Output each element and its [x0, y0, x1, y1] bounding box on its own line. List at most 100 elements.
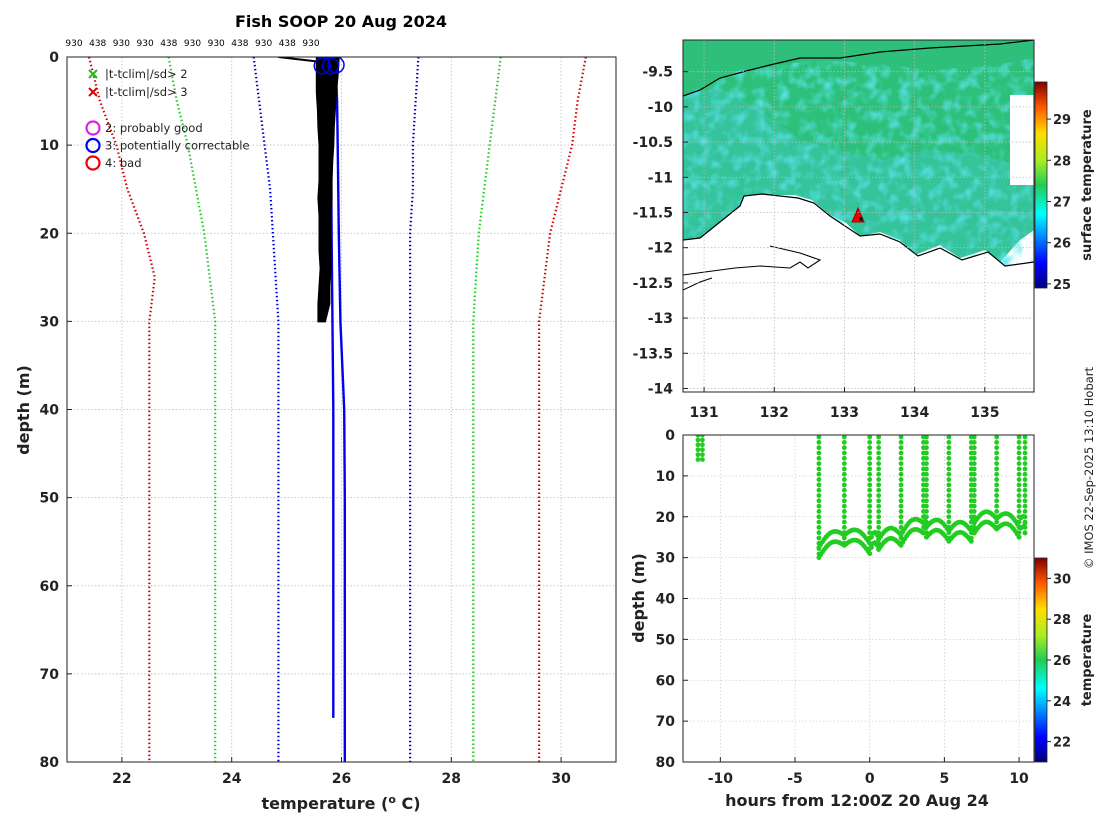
map-x-tick-labels: 131 132 133 134 135: [689, 387, 999, 421]
legend-x-marker: [88, 69, 98, 79]
section-colorbar: [1034, 557, 1048, 763]
section-data-point: [867, 435, 873, 440]
section-data-point: [876, 509, 882, 514]
land-south: [683, 194, 1034, 392]
section-data-point: [876, 461, 882, 467]
map-y-tick-labels: -9.5 -10 -10.5 -11 -11.5 -12 -12.5 -13 -13.5 -14: [633, 65, 688, 397]
section-data-point: [946, 435, 952, 440]
flag-circle-marker: [321, 57, 340, 75]
section-data-point: [1016, 435, 1022, 440]
section-data-point: [841, 471, 847, 477]
y-tick-label: 40: [40, 403, 60, 419]
section-data-point: [816, 519, 822, 525]
section-points: [695, 435, 1028, 561]
section-data-point: [898, 493, 904, 498]
section-data-point: [1016, 445, 1022, 451]
section-data-point: [869, 545, 874, 550]
section-data-point: [867, 503, 873, 509]
section-data-point: [816, 461, 822, 467]
section-data-point: [946, 450, 952, 456]
legend-x-marker: [88, 87, 98, 97]
section-data-point: [867, 455, 873, 461]
section-data-point: [924, 503, 929, 509]
section-y-tick-label: 40: [656, 592, 676, 608]
section-data-point: [924, 461, 929, 467]
section-data-point: [700, 452, 705, 458]
section-data-point: [874, 542, 880, 548]
section-data-point: [946, 482, 952, 488]
section-data-point: [841, 466, 847, 472]
section-data-point: [841, 439, 847, 445]
section-data-point: [1016, 477, 1022, 482]
map-colorbar: [1034, 81, 1048, 289]
section-data-point: [841, 509, 847, 514]
section-x-tick-label: 5: [940, 771, 950, 787]
section-data-point: [971, 455, 977, 461]
section-data-point: [1022, 450, 1028, 456]
section-data-point: [816, 466, 822, 472]
section-data-point: [994, 498, 1000, 504]
section-data-point: [869, 534, 874, 540]
section-data-point: [816, 445, 822, 451]
x-tick-label: 22: [112, 771, 131, 787]
section-data-point: [876, 493, 882, 498]
map-colorbar-tick-label: 29: [1053, 113, 1071, 128]
section-data-point: [946, 514, 952, 520]
x-tick-label: 30: [551, 771, 571, 787]
section-x-tick-label: 10: [1009, 771, 1029, 787]
section-data-point: [841, 524, 847, 530]
map-y-tick-label: -10: [648, 100, 674, 116]
section-data-point: [898, 509, 904, 514]
map-y-tick-label: -11: [648, 170, 673, 186]
section-data-point: [876, 439, 882, 445]
section-data-point: [867, 445, 873, 451]
section-data-point: [994, 445, 1000, 451]
section-data-point: [971, 503, 977, 509]
section-data-point: [924, 482, 929, 488]
section-x-tick-labels: -10 -5 0 5 10: [708, 757, 1029, 787]
section-y-tick-label: 20: [656, 510, 676, 526]
section-data-point: [816, 498, 822, 504]
map-colorbar-tick-label: 26: [1053, 237, 1071, 252]
section-colorbar-tick-label: 24: [1053, 695, 1071, 710]
section-data-point: [898, 482, 904, 488]
section-data-point: [876, 435, 882, 440]
section-data-point: [695, 442, 701, 448]
section-data-point: [876, 524, 882, 530]
section-data-point: [946, 487, 952, 493]
x-tick-label: 26: [332, 771, 351, 787]
coastline-south: [683, 193, 1034, 267]
section-data-point: [898, 498, 904, 504]
section-data-point: [898, 477, 904, 482]
section-data-point: [1022, 493, 1028, 498]
map-x-tick-label: 135: [970, 405, 999, 421]
section-data-point: [1022, 445, 1028, 451]
section-data-point: [971, 471, 977, 477]
y-tick-label: 50: [40, 491, 60, 507]
section-data-point: [841, 461, 847, 467]
climatology-series-line: [252, 57, 280, 762]
map-x-tick-label: 134: [900, 405, 929, 421]
map-colorbar-label: surface temperature: [1080, 109, 1095, 261]
section-data-point: [1022, 530, 1028, 536]
section-data-point: [1016, 503, 1022, 509]
section-data-point: [1016, 534, 1022, 540]
section-data-point: [924, 455, 929, 461]
section-data-point: [816, 524, 822, 530]
section-data-point: [921, 520, 926, 526]
section-data-point: [1022, 471, 1028, 477]
section-data-point: [994, 439, 1000, 445]
top-label: 930: [208, 39, 225, 49]
section-data-point: [924, 450, 929, 456]
section-data-point: [867, 498, 873, 504]
section-data-point: [695, 452, 701, 458]
section-data-point: [876, 471, 882, 477]
section-data-point: [841, 503, 847, 509]
observed-profile-line: [322, 57, 334, 322]
section-data-point: [1016, 471, 1022, 477]
map-colorbar-tick-label: 27: [1053, 195, 1071, 210]
section-data-point: [971, 461, 977, 467]
top-label: 438: [231, 39, 248, 49]
legend-label: 3: potentially correctable: [105, 139, 250, 153]
section-data-point: [971, 493, 977, 498]
